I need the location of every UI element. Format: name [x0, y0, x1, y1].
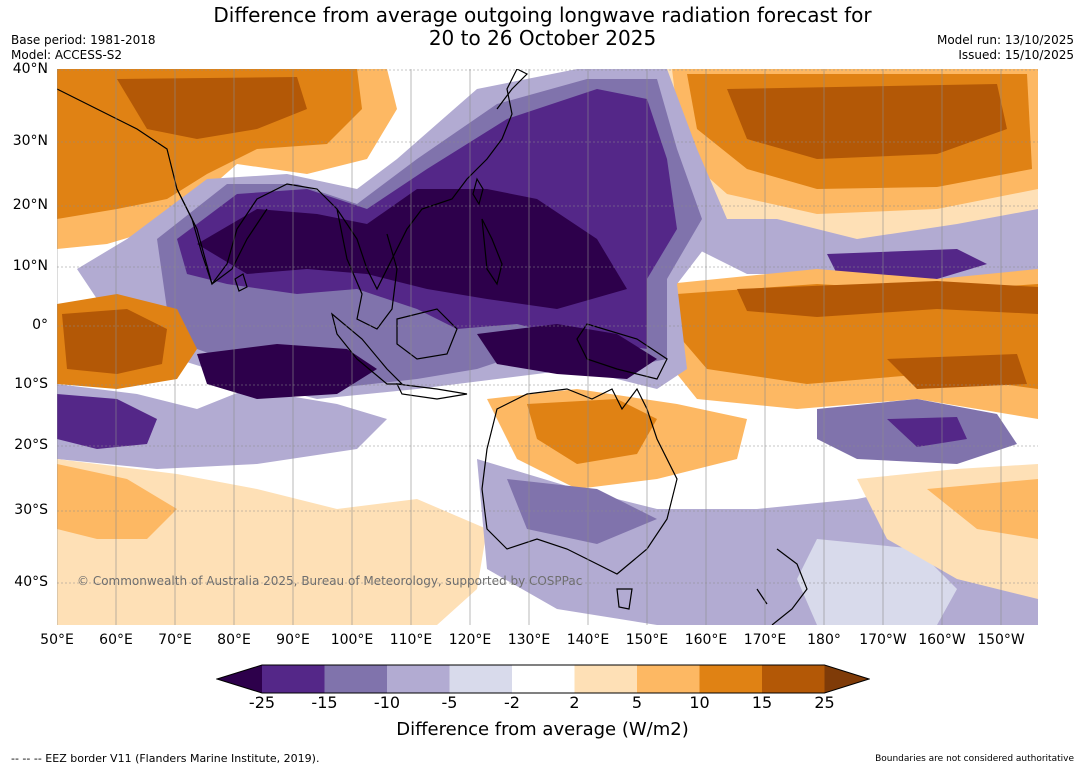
lat-tick-30s: 30°S	[14, 502, 48, 518]
colorbar-swatch-2	[324, 665, 387, 693]
colorbar-label-8: 10	[689, 693, 710, 712]
anomaly-indian-positive-peak	[62, 309, 167, 374]
coast-australia	[481, 387, 678, 575]
anomaly-sindian-negative-core2	[57, 394, 157, 449]
lat-tick-equator: 0°	[32, 317, 48, 333]
lat-tick-10n: 10°N	[12, 258, 48, 274]
model-name: Model: ACCESS-S2	[11, 48, 123, 62]
lon-tick-180: 180°	[807, 632, 841, 648]
lon-tick-170w: 170°W	[859, 632, 907, 648]
coast-tasmania	[616, 588, 633, 610]
coast-india	[176, 188, 268, 286]
coast-new-guinea	[576, 323, 668, 380]
lat-tick-30n: 30°N	[12, 133, 48, 149]
lon-tick-150w: 150°W	[977, 632, 1025, 648]
anomaly-south-negative-light	[797, 539, 957, 625]
lat-tick-40s: 40°S	[14, 574, 48, 590]
issued-date: Issued: 15/10/2025	[958, 48, 1074, 62]
lon-tick-90e: 90°E	[276, 632, 310, 648]
anomaly-spacific-negative-core	[887, 417, 967, 447]
colorbar-label-4: -5	[441, 693, 458, 712]
lon-tick-160e: 160°E	[684, 632, 728, 648]
anomaly-maritime-negative-peak2	[477, 324, 657, 379]
colorbar-label-9: 15	[751, 693, 773, 712]
coastlines	[57, 69, 808, 625]
colorbar-swatch-7	[637, 665, 700, 693]
colorbar-low-arrow	[217, 665, 262, 693]
anomaly-asia-positive-peak	[117, 77, 307, 139]
map-title-line2: 20 to 26 October 2025	[428, 26, 657, 50]
colorbar-label-3: -10	[373, 693, 401, 712]
boundary-disclaimer: Boundaries are not considered authoritat…	[875, 754, 1074, 764]
meta-left: Base period: 1981-2018 Model: ACCESS-S2	[11, 33, 156, 63]
anomaly-maritime-negative-peak	[197, 189, 627, 309]
lon-tick-170e: 170°E	[743, 632, 787, 648]
coast-taiwan	[472, 177, 484, 206]
anomaly-australia-positive-core	[527, 399, 657, 464]
colorbar-swatch-6	[574, 665, 637, 693]
coast-japan	[496, 69, 529, 110]
anomaly-south-negative-core	[507, 479, 657, 544]
model-run: Model run: 13/10/2025	[936, 33, 1074, 47]
anomaly-npacific-positive-peak	[727, 84, 1007, 159]
lon-tick-140e: 140°E	[566, 632, 610, 648]
lat-tick-40n: 40°N	[12, 61, 48, 77]
eez-border-note: -- -- -- EEZ border V11 (Flanders Marine…	[11, 752, 320, 765]
anomaly-se-positive-core	[927, 479, 1038, 539]
lon-tick-80e: 80°E	[217, 632, 251, 648]
lon-tick-120e: 120°E	[448, 632, 492, 648]
lon-tick-60e: 60°E	[99, 632, 133, 648]
colorbar-outline	[216, 664, 870, 694]
lon-tick-50e: 50°E	[40, 632, 74, 648]
lon-tick-100e: 100°E	[330, 632, 374, 648]
meta-right: Model run: 13/10/2025 Issued: 15/10/2025	[937, 33, 1074, 63]
lon-tick-160w: 160°W	[918, 632, 966, 648]
colorbar-title: Difference from average (W/m2)	[396, 719, 689, 740]
colorbar-label-5: -2	[504, 693, 520, 712]
colorbar-swatch-9	[762, 665, 825, 693]
anomaly-fields	[57, 69, 1038, 625]
colorbar-label-10: 25	[814, 693, 835, 712]
lat-tick-20s: 20°S	[14, 437, 48, 453]
anomaly-sw-light-positive	[57, 459, 487, 625]
graticule	[57, 69, 1038, 625]
colorbar-swatch-5	[512, 665, 575, 693]
colorbar-label-7: 5	[631, 693, 643, 712]
colorbar-swatch-3	[387, 665, 450, 693]
base-period: Base period: 1981-2018	[11, 33, 156, 47]
coast-java	[395, 383, 468, 400]
anomaly-npacific-negative-core	[827, 249, 987, 279]
colorbar-swatch-1	[262, 665, 325, 693]
anomaly-sw-positive	[57, 464, 177, 539]
colorbar	[216, 664, 870, 694]
coast-indochina	[336, 208, 398, 330]
lon-tick-150e: 150°E	[625, 632, 669, 648]
lat-tick-20n: 20°N	[12, 197, 48, 213]
lat-tick-10s: 10°S	[14, 376, 48, 392]
copyright-notice: © Commonwealth of Australia 2025, Bureau…	[77, 574, 583, 588]
map-title: Difference from average outgoing longwav…	[0, 4, 1085, 50]
coast-sri-lanka	[234, 273, 248, 292]
colorbar-label-2: -15	[311, 693, 338, 712]
coast-new-zealand	[756, 548, 808, 625]
anomaly-eqpacific-positive-peak	[737, 281, 1038, 317]
lon-tick-110e: 110°E	[389, 632, 433, 648]
anomaly-eqpacific-positive-peak2	[887, 354, 1027, 389]
coast-sumatra	[330, 312, 404, 385]
map-title-line1: Difference from average outgoing longwav…	[213, 3, 872, 27]
coast-borneo	[396, 308, 458, 360]
colorbar-swatch-8	[699, 665, 762, 693]
lon-tick-70e: 70°E	[158, 632, 192, 648]
colorbar-label-1: -25	[248, 693, 276, 712]
colorbar-high-arrow	[824, 665, 869, 693]
olr-anomaly-map	[57, 69, 1038, 625]
coast-philippines	[481, 218, 503, 286]
lon-tick-130e: 130°E	[507, 632, 551, 648]
colorbar-label-6: 2	[569, 693, 580, 712]
colorbar-swatch-4	[449, 665, 512, 693]
anomaly-sindian-negative	[57, 384, 387, 469]
